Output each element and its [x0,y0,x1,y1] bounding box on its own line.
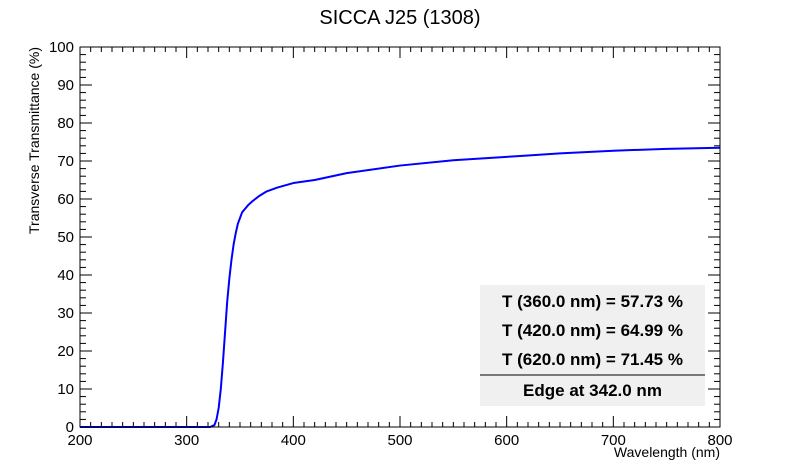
x-tick-label: 200 [67,432,92,449]
y-tick-label: 50 [57,229,74,246]
y-axis-label: Transverse Transmittance (%) [26,47,42,234]
x-tick-label: 700 [601,432,626,449]
transmittance-series-line [80,146,721,428]
y-tick-label: 10 [57,381,74,398]
stats-box: T (360.0 nm) = 57.73 % T (420.0 nm) = 64.… [480,285,705,406]
stat-line: T (360.0 nm) = 57.73 % [502,292,683,311]
x-tick-label: 600 [494,432,519,449]
x-tick-label: 300 [174,432,199,449]
x-tick-label: 500 [387,432,412,449]
edge-label: Edge at 342.0 nm [523,381,662,400]
plot-frame [79,46,721,428]
y-tick-label: 0 [66,419,74,436]
y-tick-label: 70 [57,153,74,170]
y-tick-label: 90 [57,77,74,94]
series-layer [80,146,721,428]
y-tick-label: 20 [57,343,74,360]
x-tick-label: 800 [707,432,732,449]
y-tick-label: 30 [57,305,74,322]
chart-title: SICCA J25 (1308) [319,7,480,29]
x-axis-label: Wavelength (nm) [614,444,720,460]
y-tick-label: 100 [49,39,74,56]
stats-box-background [480,285,705,406]
y-tick-label: 40 [57,267,74,284]
y-tick-label: 60 [57,191,74,208]
x-tick-label: 400 [281,432,306,449]
stat-line: T (420.0 nm) = 64.99 % [502,321,683,340]
y-tick-label: 80 [57,115,74,132]
stat-line: T (620.0 nm) = 71.45 % [502,350,683,369]
